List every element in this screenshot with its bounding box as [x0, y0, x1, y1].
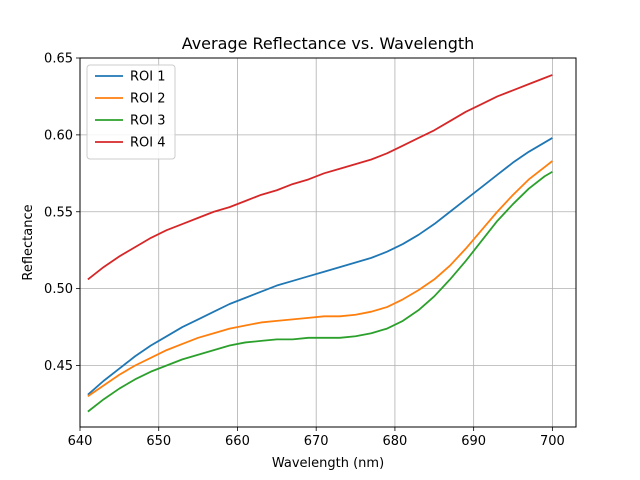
y-tick-label: 0.45: [44, 359, 73, 374]
series-line-3: [87, 171, 553, 413]
series-line-1: [87, 137, 553, 396]
y-tick-label: 0.50: [44, 282, 73, 297]
y-axis-label: Reflectance: [21, 204, 36, 280]
x-tick-label: 700: [540, 434, 565, 449]
legend-label: ROI 1: [130, 70, 166, 85]
plot-frame: [79, 57, 577, 428]
y-tick-label: 0.60: [44, 128, 73, 143]
x-tick-label: 680: [383, 434, 408, 449]
y-tick-label: 0.65: [44, 52, 73, 67]
series-line-2: [87, 160, 553, 397]
legend: ROI 1 ROI 2 ROI 3 ROI 4: [86, 64, 176, 160]
chart-title: Average Reflectance vs. Wavelength: [182, 34, 475, 53]
grid: [79, 57, 576, 427]
legend-box: [86, 64, 176, 160]
legend-label: ROI 4: [130, 136, 166, 151]
x-tick-label: 670: [304, 434, 329, 449]
y-tick-label: 0.55: [44, 205, 73, 220]
series-line-4: [87, 74, 553, 281]
legend-label: ROI 3: [130, 114, 166, 129]
x-axis-label: Wavelength (nm): [272, 456, 384, 471]
axis-ticks: 640 650 660 670 680 690 700 0.45 0.50 0.55 0.60 0.6…: [44, 52, 565, 450]
x-tick-label: 690: [461, 434, 486, 449]
legend-label: ROI 2: [130, 92, 166, 107]
x-tick-label: 640: [68, 434, 93, 449]
series-lines: [87, 74, 553, 413]
x-tick-label: 660: [225, 434, 250, 449]
x-tick-label: 650: [146, 434, 171, 449]
